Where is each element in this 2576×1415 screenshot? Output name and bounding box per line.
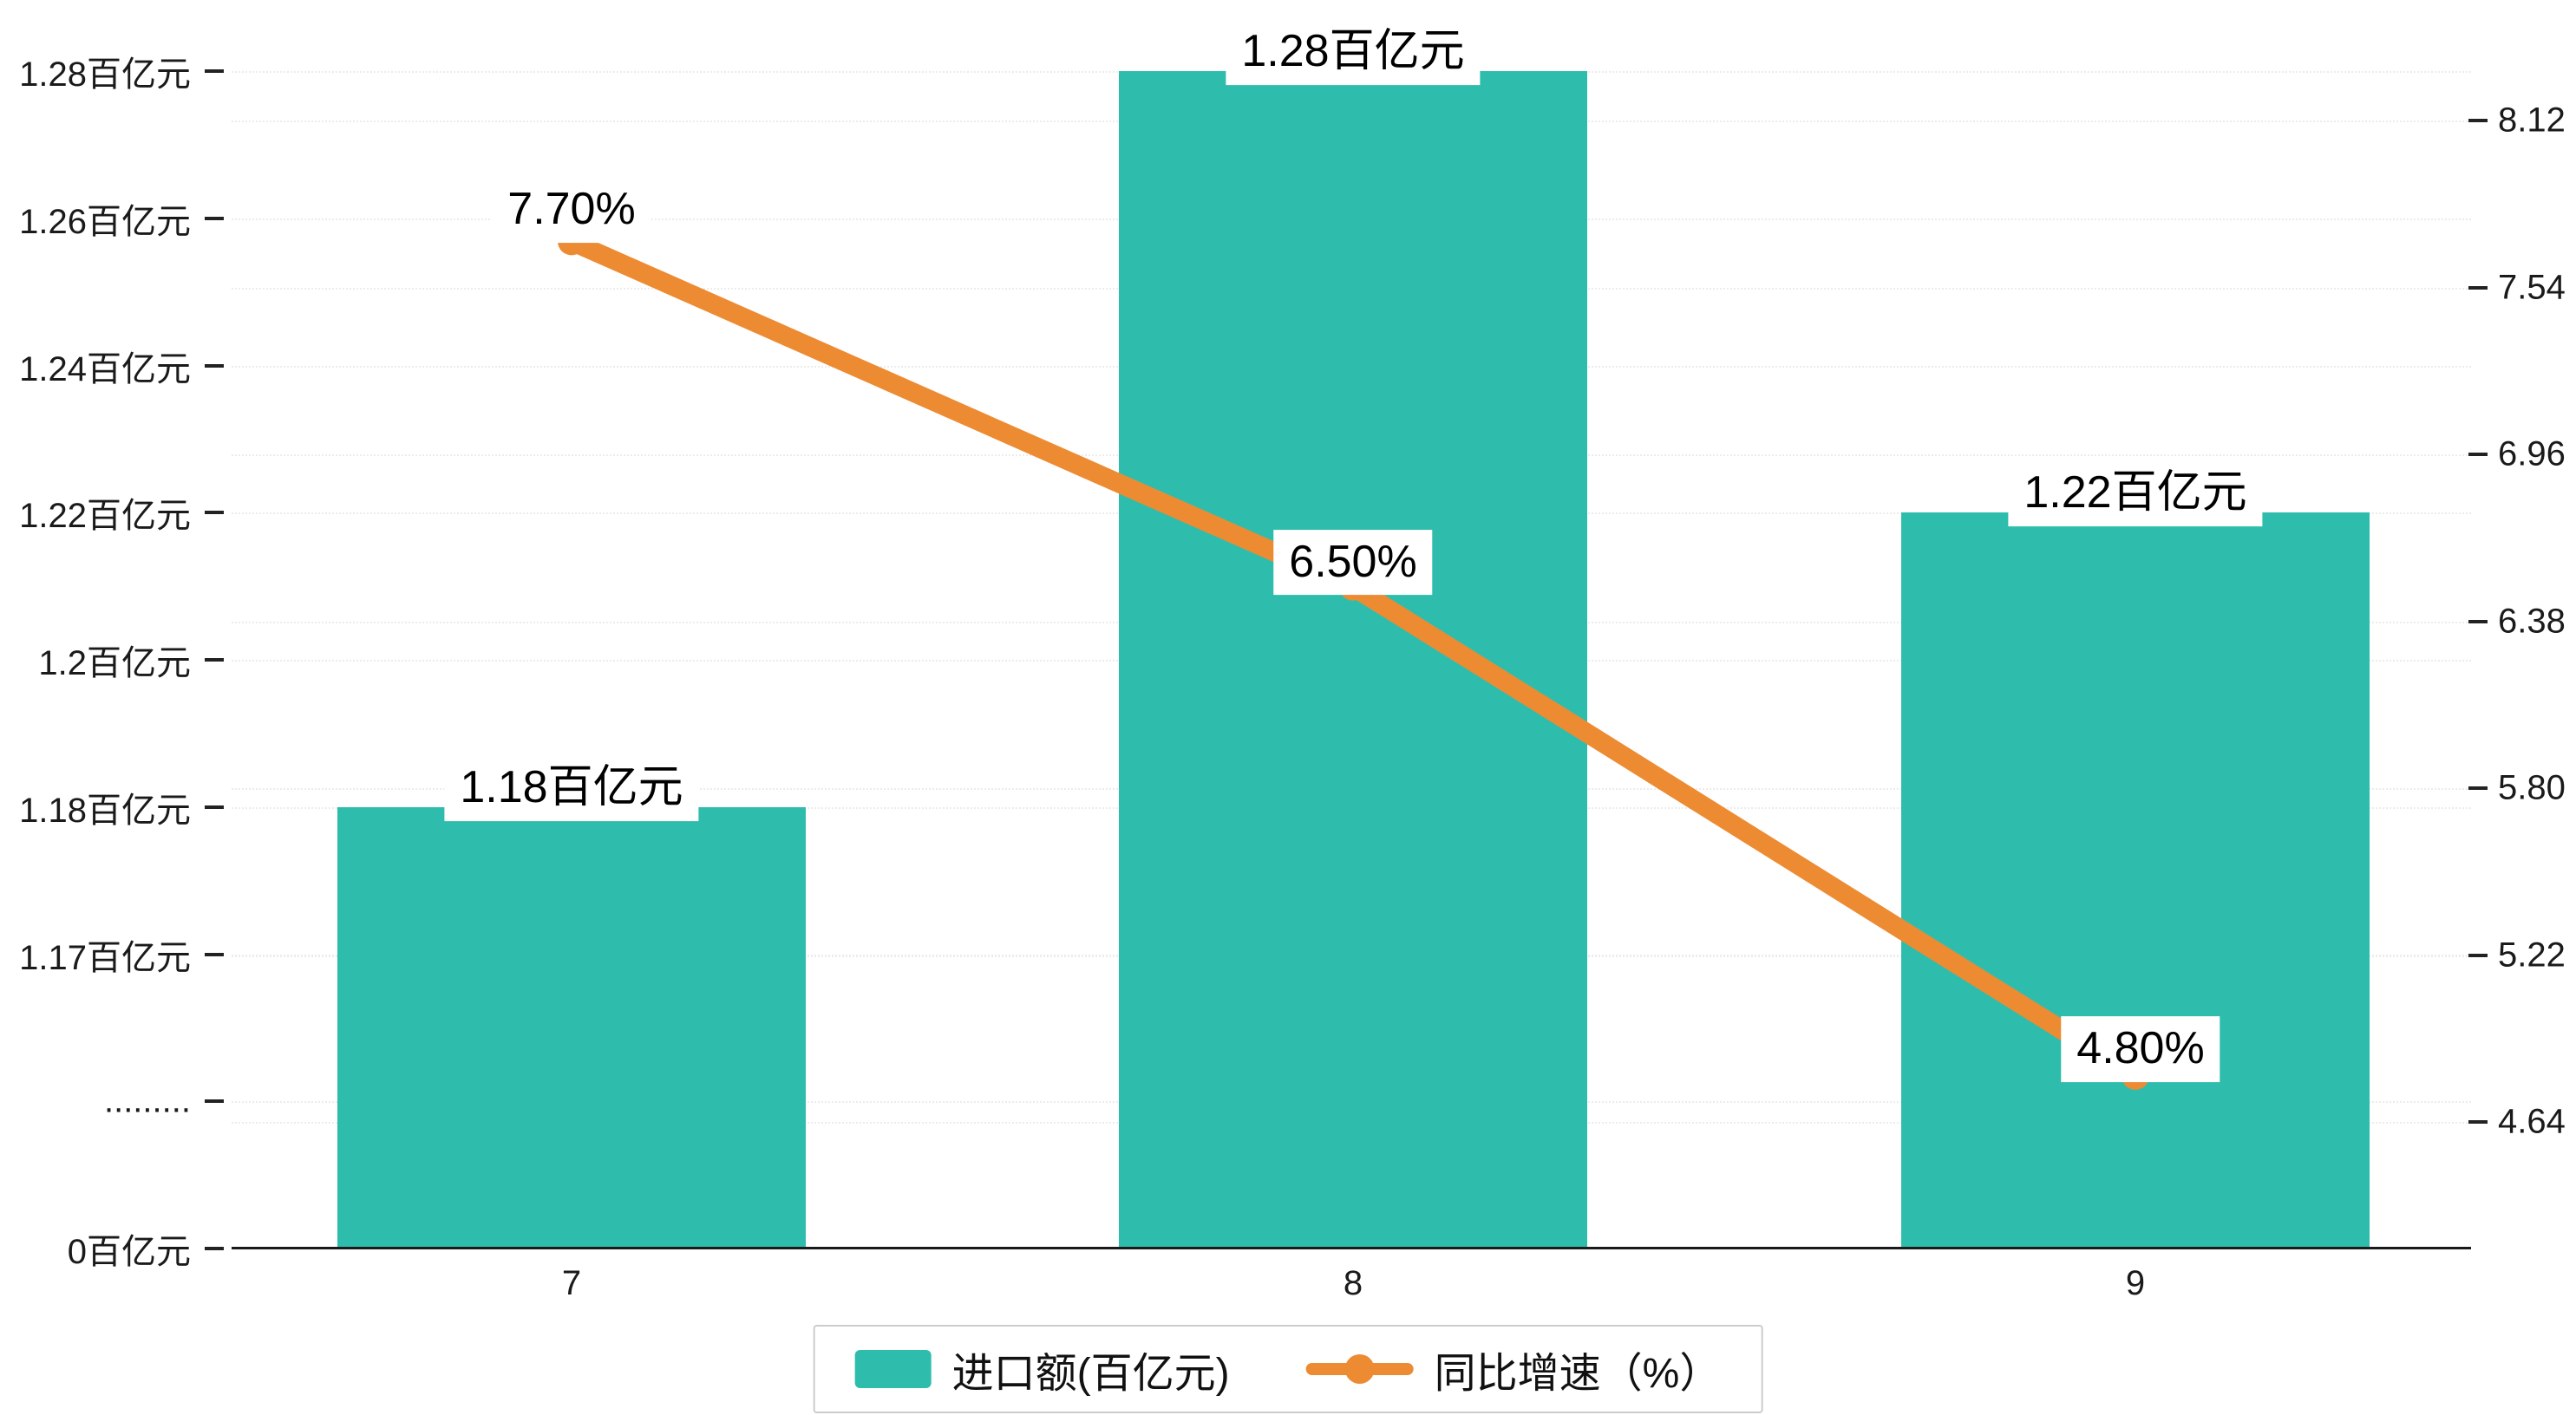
x-axis-label: 9	[2125, 1264, 2146, 1302]
left-axis-tick-mark	[205, 216, 224, 220]
x-axis-label: 8	[1343, 1264, 1363, 1302]
right-axis-tick-mark	[2468, 1120, 2488, 1124]
left-axis-tick-label: 1.18百亿元	[19, 791, 191, 830]
legend-item-growth-rate[interactable]: 同比增速（%）	[1305, 1339, 1722, 1399]
right-axis-tick-label: 5.80	[2498, 768, 2566, 807]
x-axis-line	[232, 1247, 2471, 1249]
left-axis-tick-mark	[205, 805, 224, 809]
bar-value-label: 1.18百亿元	[444, 754, 699, 821]
left-axis-tick-mark	[205, 363, 224, 368]
line-value-label: 4.80%	[2061, 1015, 2220, 1082]
line-value-label: 7.70%	[492, 177, 651, 244]
left-axis-tick-mark	[205, 952, 224, 956]
left-axis-tick-mark	[205, 69, 224, 73]
left-axis-tick-mark	[205, 1099, 224, 1104]
right-axis-tick-label: 4.64	[2498, 1102, 2566, 1141]
left-axis-tick-label: 1.28百亿元	[19, 55, 191, 94]
bar-value-label: 1.22百亿元	[2008, 460, 2263, 527]
legend: 进口额(百亿元) 同比增速（%）	[813, 1325, 1763, 1413]
right-axis-tick-mark	[2468, 619, 2488, 623]
legend-label: 同比增速（%）	[1434, 1351, 1722, 1397]
legend-bar-swatch-icon	[854, 1350, 932, 1388]
right-axis-tick-label: 8.12	[2498, 101, 2566, 140]
right-axis-tick-mark	[2468, 953, 2488, 957]
x-axis-label: 7	[561, 1264, 582, 1302]
right-axis-tick-label: 5.22	[2498, 936, 2566, 974]
left-axis-tick-label: 0百亿元	[67, 1233, 191, 1271]
right-axis-tick-mark	[2468, 285, 2488, 290]
right-axis-tick-mark	[2468, 786, 2488, 790]
bar-value-label: 1.28百亿元	[1226, 19, 1481, 85]
line-value-label: 6.50%	[1273, 529, 1433, 596]
left-axis-tick-label: 1.24百亿元	[19, 349, 191, 388]
left-axis-tick-label: 1.17百亿元	[19, 938, 191, 977]
left-axis-tick-label: 1.22百亿元	[19, 497, 191, 536]
legend-item-import-amount[interactable]: 进口额(百亿元)	[854, 1339, 1230, 1399]
right-axis-tick-label: 6.38	[2498, 602, 2566, 640]
left-axis-tick-label: .........	[103, 1081, 191, 1120]
legend-line-dot-icon	[1305, 1363, 1414, 1375]
right-axis-tick-mark	[2468, 453, 2488, 456]
right-axis-tick-label: 7.54	[2498, 268, 2566, 306]
left-axis-tick-mark	[205, 658, 224, 662]
legend-label: 进口额(百亿元)	[951, 1351, 1230, 1397]
right-axis-tick-label: 6.96	[2498, 434, 2566, 473]
left-axis-tick-label: 1.26百亿元	[19, 202, 191, 241]
left-axis-tick-mark	[205, 511, 224, 515]
right-axis-tick-mark	[2468, 119, 2488, 122]
left-axis-tick-label: 1.2百亿元	[38, 644, 191, 682]
left-axis-tick-mark	[205, 1247, 224, 1250]
